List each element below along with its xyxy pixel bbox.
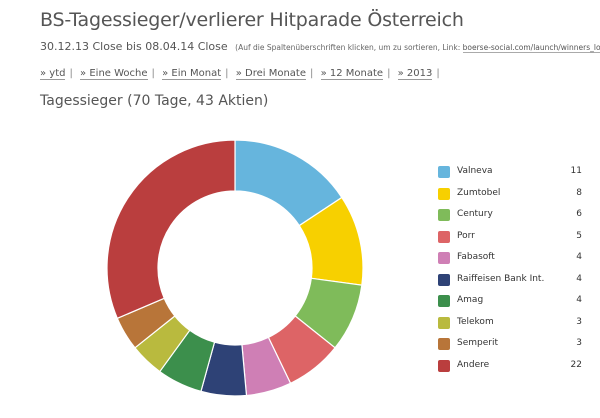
legend-swatch	[438, 295, 450, 307]
legend-value: 8	[576, 187, 582, 198]
nav-separator: |	[387, 68, 391, 79]
legend-item[interactable]: Fabasoft 4	[438, 251, 586, 273]
slice-andere[interactable]	[106, 139, 236, 320]
source-link[interactable]: boerse-social.com/launch/winners_losers/…	[462, 43, 600, 53]
legend-label: Porr	[457, 230, 475, 241]
nav-separator: |	[69, 68, 73, 79]
legend-item[interactable]: Semperit 3	[438, 337, 586, 359]
legend-swatch	[438, 273, 450, 286]
legend-swatch	[438, 338, 450, 350]
nav-one-week[interactable]: » Eine Woche	[80, 68, 148, 80]
nav-label: » 2013	[397, 68, 433, 80]
legend-item[interactable]: Valneva 11	[438, 165, 586, 187]
nav-label: » Drei Monate	[235, 68, 306, 80]
nav-label: » Ein Monat	[162, 68, 222, 80]
legend-item[interactable]: Telekom 3	[438, 316, 586, 338]
legend-label: Century	[457, 209, 493, 219]
legend-item[interactable]: Zumtobel 8	[438, 187, 586, 209]
sort-hint: (Auf die Spaltenüberschriften klicken, u…	[235, 43, 600, 53]
legend-item[interactable]: Raiffeisen Bank Int. 4	[438, 273, 586, 295]
legend-swatch	[438, 252, 450, 264]
legend-value: 4	[576, 252, 582, 262]
legend-value: 4	[576, 295, 582, 305]
legend-swatch	[438, 187, 450, 200]
legend-swatch	[438, 316, 450, 329]
nav-label: » Eine Woche	[80, 68, 148, 80]
legend-label: Andere	[457, 359, 490, 370]
nav-three-months[interactable]: » Drei Monate	[235, 68, 306, 80]
legend-value: 6	[576, 209, 582, 219]
period-nav: | » ytd| » Eine Woche| » Ein Monat| » Dr…	[40, 68, 444, 80]
nav-separator: |	[436, 68, 440, 79]
nav-twelve-months[interactable]: » 12 Monate	[320, 68, 384, 80]
legend-label: Telekom	[457, 316, 494, 327]
nav-label: » ytd	[40, 68, 66, 80]
nav-label: » 12 Monate	[320, 68, 384, 80]
nav-one-month[interactable]: » Ein Monat	[162, 68, 222, 80]
nav-separator: |	[225, 68, 229, 79]
date-range: 30.12.13 Close bis 08.04.14 Close	[40, 40, 228, 53]
legend-label: Fabasoft	[457, 252, 495, 262]
legend-value: 5	[576, 230, 582, 241]
legend-value: 3	[576, 316, 582, 327]
legend-value: 11	[570, 166, 582, 176]
nav-separator: |	[310, 68, 314, 79]
legend-label: Amag	[457, 295, 484, 305]
legend-item[interactable]: Century 6	[438, 208, 586, 230]
date-range-line: 30.12.13 Close bis 08.04.14 Close (Auf d…	[40, 40, 600, 53]
legend-value: 22	[570, 359, 582, 370]
legend-value: 3	[576, 338, 582, 348]
chart-title: Tagessieger (70 Tage, 43 Aktien)	[40, 93, 269, 109]
legend-label: Valneva	[457, 166, 493, 176]
legend-item[interactable]: Porr 5	[438, 230, 586, 252]
nav-ytd[interactable]: » ytd	[40, 68, 66, 80]
legend-label: Raiffeisen Bank Int.	[457, 273, 545, 284]
legend-swatch	[438, 209, 450, 221]
legend-item[interactable]: Andere 22	[438, 359, 586, 381]
nav-separator: |	[151, 68, 155, 79]
legend-label: Zumtobel	[457, 187, 501, 198]
legend-swatch	[438, 359, 450, 372]
sort-hint-prefix: (Auf die Spaltenüberschriften klicken, u…	[235, 43, 463, 52]
legend-label: Semperit	[457, 338, 498, 348]
legend-swatch	[438, 166, 450, 178]
nav-2013[interactable]: » 2013	[397, 68, 433, 80]
legend-swatch	[438, 230, 450, 243]
legend-item[interactable]: Amag 4	[438, 294, 586, 316]
legend-value: 4	[576, 273, 582, 284]
chart-legend: Valneva 11 Zumtobel 8 Century 6 Porr 5 Fabasoft 4…	[438, 165, 586, 380]
page-title: BS-Tagessieger/verlierer Hitparade Öster…	[40, 9, 464, 31]
